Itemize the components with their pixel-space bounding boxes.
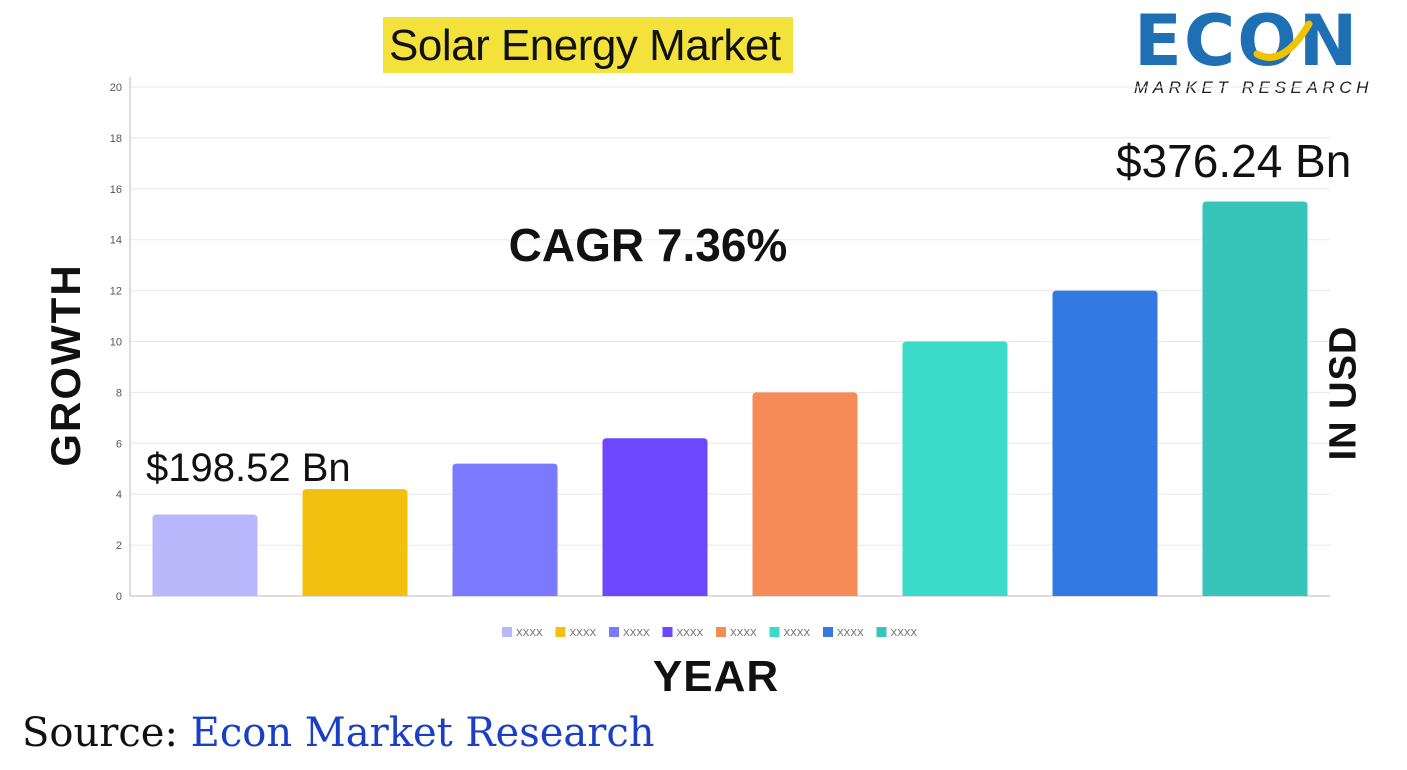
legend-label: XXXX <box>730 628 757 639</box>
start-value-label: $198.52 Bn <box>146 446 351 490</box>
bar <box>752 392 858 596</box>
legend-label: XXXX <box>784 628 811 639</box>
legend-swatch <box>502 627 512 637</box>
bar <box>1202 201 1308 596</box>
bar <box>602 438 708 596</box>
y-tick-label: 20 <box>110 82 122 94</box>
bar <box>1052 290 1158 596</box>
legend-label: XXXX <box>623 628 650 639</box>
source-label: Source: <box>22 710 178 756</box>
end-value-label: $376.24 Bn <box>1116 135 1352 187</box>
logo-wordmark: ECON <box>1134 0 1360 82</box>
cagr-annotation: CAGR 7.36% <box>508 219 788 271</box>
source-name: Econ Market Research <box>190 710 655 756</box>
legend-swatch <box>769 627 780 637</box>
x-axis-title: YEAR <box>652 652 780 701</box>
bar <box>452 463 558 596</box>
y-tick-label: 14 <box>110 235 122 247</box>
legend-swatch <box>609 627 619 637</box>
source-line: Source: Econ Market Research <box>22 710 655 756</box>
y-tick-label: 16 <box>110 184 122 196</box>
bar <box>152 514 258 596</box>
econ-logo: ECON MARKET RESEARCH <box>1128 2 1398 102</box>
legend-label: XXXX <box>677 628 704 639</box>
legend-label: XXXX <box>570 628 597 639</box>
bar <box>902 341 1008 596</box>
chart-title: Solar Energy Market <box>383 17 793 73</box>
legend-label: XXXX <box>837 628 864 639</box>
y-tick-label: 0 <box>116 591 122 603</box>
y-tick-label: 10 <box>110 337 122 349</box>
legend-swatch <box>555 627 566 637</box>
bar <box>302 489 408 596</box>
y-tick-label: 6 <box>116 438 122 450</box>
y-tick-label: 12 <box>110 286 122 298</box>
legend-swatch <box>823 627 833 637</box>
legend-swatch <box>716 627 726 637</box>
unit-label: IN USD <box>1322 325 1365 461</box>
y-tick-label: 2 <box>116 540 122 552</box>
y-tick-label: 18 <box>110 133 122 145</box>
y-axis-title: GROWTH <box>42 263 89 467</box>
legend-label: XXXX <box>516 628 543 639</box>
legend-swatch <box>662 627 673 637</box>
legend-label: XXXX <box>891 628 918 639</box>
logo-swoosh-icon <box>1253 20 1313 61</box>
legend-swatch <box>876 627 887 637</box>
y-tick-label: 8 <box>116 387 122 399</box>
y-tick-label: 4 <box>116 489 122 501</box>
bar-chart: 0 2 4 6 8 10 12 14 16 18 20 XXXX XXXX XXXX XXXX XXXX XXX… <box>110 77 1330 639</box>
